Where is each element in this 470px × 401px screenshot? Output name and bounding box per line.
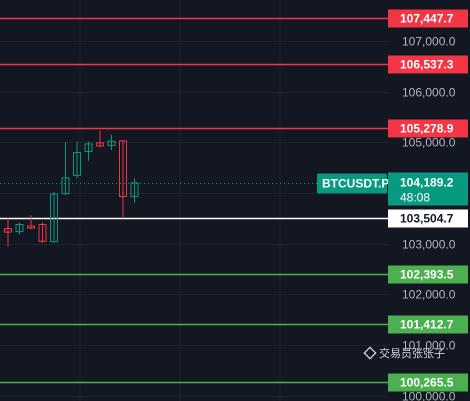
price-level-label: 103,504.7 [400,212,454,226]
candle-body-up [61,177,70,195]
candle-body-up [84,143,93,153]
candle-body-up [73,152,81,176]
price-level-tag [388,55,468,74]
price-level-label: 101,412.7 [400,318,454,332]
candle-body-down [38,223,47,242]
y-axis-tick-label: 107,000.0 [402,35,456,49]
y-axis-tick-label: 106,000.0 [402,86,456,100]
y-axis-tick-label: 101,000.0 [402,339,456,353]
last-price-label: 104,189.2 [400,176,454,190]
price-level-label: 102,393.5 [400,268,454,282]
candle-body-down [27,225,35,229]
candle-body-down [4,228,12,233]
price-level-label: 107,447.7 [400,12,454,26]
price-level-tag [388,9,468,28]
y-axis-tick-label: 103,000.0 [402,238,456,252]
countdown-label: 48:08 [400,191,430,205]
candle-body-up [50,193,58,243]
watermark: 交易员张张子 [363,346,445,360]
y-axis-tick-label: 100,000.0 [402,390,456,401]
price-level-label: 100,265.5 [400,376,454,390]
candle-body-down [119,140,127,198]
binance-square-icon [363,346,377,360]
price-level-tag [388,119,468,138]
candle-body-up [107,140,116,146]
candle-body-up [130,182,139,198]
symbol-label: BTCUSDT.P [322,177,389,191]
y-axis-tick-label: 102,000.0 [402,288,456,302]
candle-body-down [96,142,104,147]
symbol-tag [317,173,387,194]
price-level-label: 106,537.3 [400,58,454,72]
candle-body-up [15,223,24,233]
price-level-tag [388,209,468,228]
price-level-tag [388,265,468,284]
price-tags: 107,447.7 106,537.3 105,278.9 103,504.7 102,… [317,9,468,392]
price-level-tag [388,373,468,392]
candles-layer [4,130,139,247]
horizontal-levels [0,17,388,384]
watermark-text: 交易员张张子 [379,346,445,360]
price-level-tag [388,315,468,334]
y-axis-tick-label: 105,000.0 [402,136,456,150]
price-level-label: 105,278.9 [400,122,454,136]
last-price-tag [388,172,468,206]
